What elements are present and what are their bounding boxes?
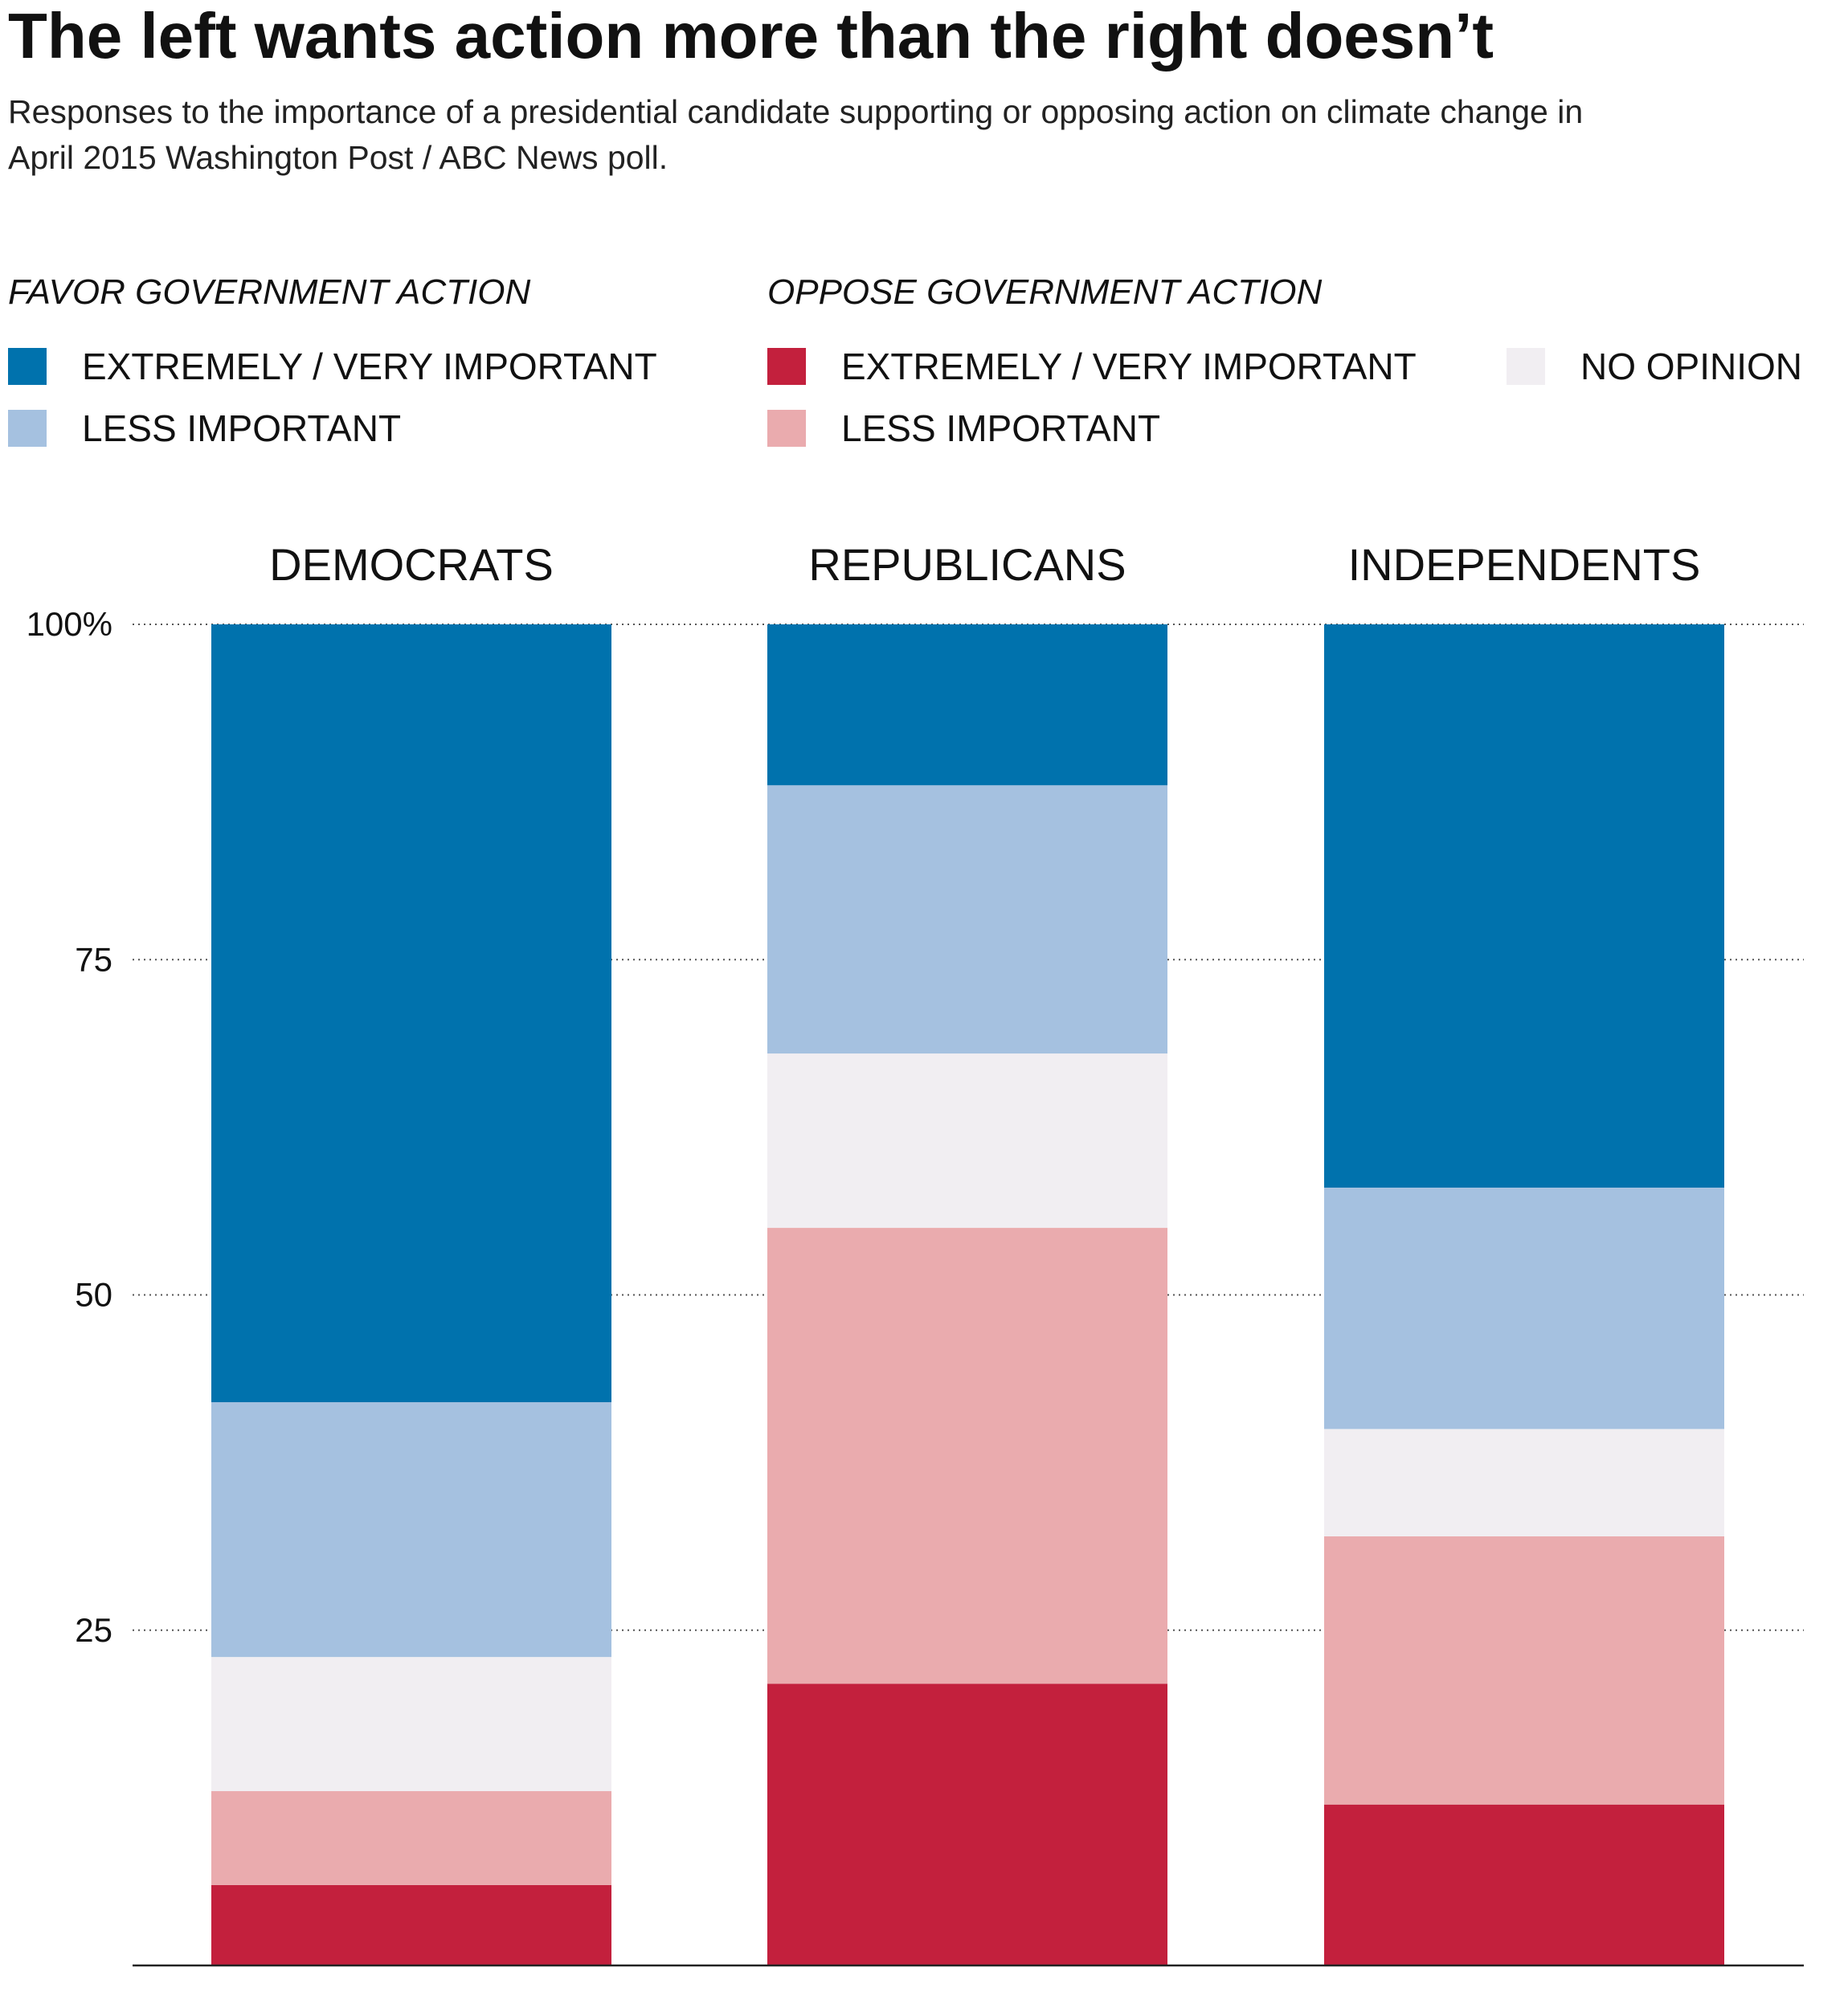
legend-item-label: EXTREMELY / VERY IMPORTANT xyxy=(82,346,657,387)
bar-segment-oppose_less xyxy=(1324,1536,1724,1805)
legend: FAVOR GOVERNMENT ACTION EXTREMELY / VERY … xyxy=(8,272,1802,449)
legend-swatch xyxy=(8,410,47,447)
y-axis-tick-labels: 100% 75 50 25 xyxy=(27,605,112,1649)
legend-item-label: LESS IMPORTANT xyxy=(841,407,1160,449)
legend-group-heading: OPPOSE GOVERNMENT ACTION xyxy=(767,272,1322,312)
legend-item-label: LESS IMPORTANT xyxy=(82,407,401,449)
bar-segment-oppose_extremely xyxy=(767,1683,1167,1965)
bars xyxy=(211,624,1724,1965)
legend-group-heading: FAVOR GOVERNMENT ACTION xyxy=(8,272,530,312)
y-tick-label: 100% xyxy=(27,605,112,643)
bar-segment-oppose_less xyxy=(767,1228,1167,1684)
bar-segment-favor_extremely xyxy=(1324,624,1724,1188)
category-label: REPUBLICANS xyxy=(808,539,1126,590)
legend-swatch xyxy=(767,348,806,385)
category-label: INDEPENDENTS xyxy=(1348,539,1701,590)
legend-swatch xyxy=(8,348,47,385)
category-labels: DEMOCRATS REPUBLICANS INDEPENDENTS xyxy=(269,539,1700,590)
bar-segment-oppose_extremely xyxy=(211,1884,611,1965)
chart-subtitle-line-2: April 2015 Washington Post / ABC News po… xyxy=(8,139,668,176)
y-tick-label: 50 xyxy=(75,1276,112,1314)
bar-segment-no_opinion xyxy=(211,1657,611,1792)
legend-swatch xyxy=(1507,348,1545,385)
bar-segment-oppose_less xyxy=(211,1791,611,1885)
legend-swatch xyxy=(767,410,806,447)
y-tick-label: 25 xyxy=(75,1611,112,1649)
legend-item-label: EXTREMELY / VERY IMPORTANT xyxy=(841,346,1417,387)
bar-segment-favor_less xyxy=(767,785,1167,1054)
bar-segment-favor_less xyxy=(211,1402,611,1658)
bar-segment-favor_extremely xyxy=(211,624,611,1403)
bar-segment-no_opinion xyxy=(1324,1429,1724,1536)
bar-segment-oppose_extremely xyxy=(1324,1804,1724,1965)
chart-title: The left wants action more than the righ… xyxy=(8,0,1494,72)
bar-segment-no_opinion xyxy=(767,1053,1167,1229)
bar-segment-favor_extremely xyxy=(767,624,1167,786)
bar-segment-favor_less xyxy=(1324,1187,1724,1430)
chart-subtitle-line-1: Responses to the importance of a preside… xyxy=(8,93,1583,130)
legend-item-label: NO OPINION xyxy=(1580,346,1802,387)
y-tick-label: 75 xyxy=(75,940,112,978)
category-label: DEMOCRATS xyxy=(269,539,554,590)
